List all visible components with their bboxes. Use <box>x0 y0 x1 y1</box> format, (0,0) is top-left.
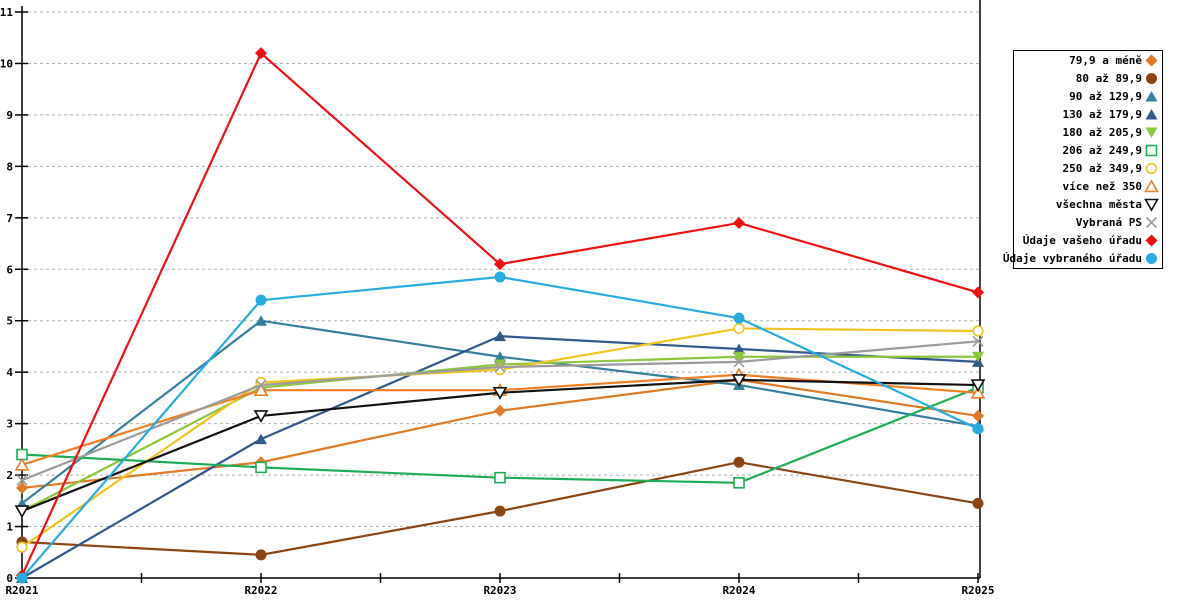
series-6 <box>16 322 984 553</box>
x-tick-label: R2024 <box>722 584 755 597</box>
legend-label: 206 až 249,9 <box>1062 143 1142 157</box>
legend-item: všechna města <box>1016 196 1159 214</box>
legend-triangle-down-icon <box>1144 198 1159 212</box>
series-4 <box>16 351 984 517</box>
series-11 <box>16 271 984 584</box>
legend-label: Údaje vašeho úřadu <box>1022 233 1142 247</box>
legend-label: 130 až 179,9 <box>1062 107 1142 121</box>
legend-label: 80 až 89,9 <box>1075 71 1142 85</box>
legend-x-icon <box>1145 216 1158 229</box>
legend-label: 180 až 205,9 <box>1062 125 1142 139</box>
x-axis: R2021 R2022 R2023 R2024 R2025 <box>5 573 995 597</box>
y-tick-label: 11 <box>0 6 13 19</box>
legend-item: 80 až 89,9 <box>1016 70 1159 88</box>
legend-item: Údaje vašeho úřadu <box>1016 232 1159 250</box>
y-tick-label: 0 <box>6 572 13 585</box>
legend-item: 90 až 129,9 <box>1016 88 1159 106</box>
y-tick-label: 6 <box>6 263 13 276</box>
legend-item: více než 350 <box>1016 178 1159 196</box>
legend-triangle-down-icon <box>1145 127 1158 138</box>
x-tick-label: R2022 <box>244 584 277 597</box>
legend-item: 130 až 179,9 <box>1016 106 1159 124</box>
y-tick-label: 10 <box>0 57 13 70</box>
y-tick-label: 8 <box>6 160 13 173</box>
y-tick-label: 5 <box>6 315 13 328</box>
legend-circle-icon <box>1145 162 1158 175</box>
legend-diamond-icon <box>1145 234 1158 247</box>
legend-circle-icon <box>1146 73 1157 84</box>
y-tick-label: 1 <box>6 521 13 534</box>
legend-item: 180 až 205,9 <box>1016 124 1159 142</box>
legend-label: Vybraná PS <box>1075 215 1142 229</box>
y-axis: 0 1 2 3 4 5 6 7 8 9 10 11 <box>0 6 28 585</box>
legend-label: více než 350 <box>1062 179 1142 193</box>
chart-legend: 79,9 a méně 80 až 89,9 90 až 129,9 130 až 1… <box>1003 50 1163 269</box>
legend-label: Údaje vybraného úřadu <box>1002 251 1142 265</box>
legend-item: Vybraná PS <box>1016 214 1159 232</box>
legend-triangle-up-icon <box>1144 179 1159 193</box>
x-tick-label: R2025 <box>961 584 994 597</box>
legend-triangle-up-icon <box>1145 109 1158 120</box>
series-10 <box>16 47 984 582</box>
legend-item: Údaje vybraného úřadu <box>1003 250 1159 268</box>
x-tick-label: R2021 <box>5 584 38 597</box>
y-tick-label: 2 <box>6 469 13 482</box>
legend-item: 250 až 349,9 <box>1016 160 1159 178</box>
legend-circle-icon <box>1146 253 1157 264</box>
y-tick-label: 4 <box>6 366 13 379</box>
legend-item: 206 až 249,9 <box>1016 142 1159 160</box>
legend-label: všechna města <box>1055 197 1142 211</box>
legend-label: 250 až 349,9 <box>1062 161 1142 175</box>
series-8 <box>14 374 986 519</box>
y-tick-label: 9 <box>6 109 13 122</box>
y-tick-label: 3 <box>6 418 13 431</box>
legend-square-icon <box>1145 144 1158 157</box>
series-3 <box>16 330 984 583</box>
x-tick-label: R2023 <box>483 584 516 597</box>
legend-item: 79,9 a méně <box>1016 52 1159 70</box>
legend-label: 90 až 129,9 <box>1069 89 1142 103</box>
y-tick-label: 7 <box>6 212 13 225</box>
gridlines <box>28 11 980 528</box>
legend-triangle-up-icon <box>1145 91 1158 102</box>
legend-diamond-icon <box>1145 54 1158 67</box>
legend-label: 79,9 a méně <box>1069 53 1142 67</box>
